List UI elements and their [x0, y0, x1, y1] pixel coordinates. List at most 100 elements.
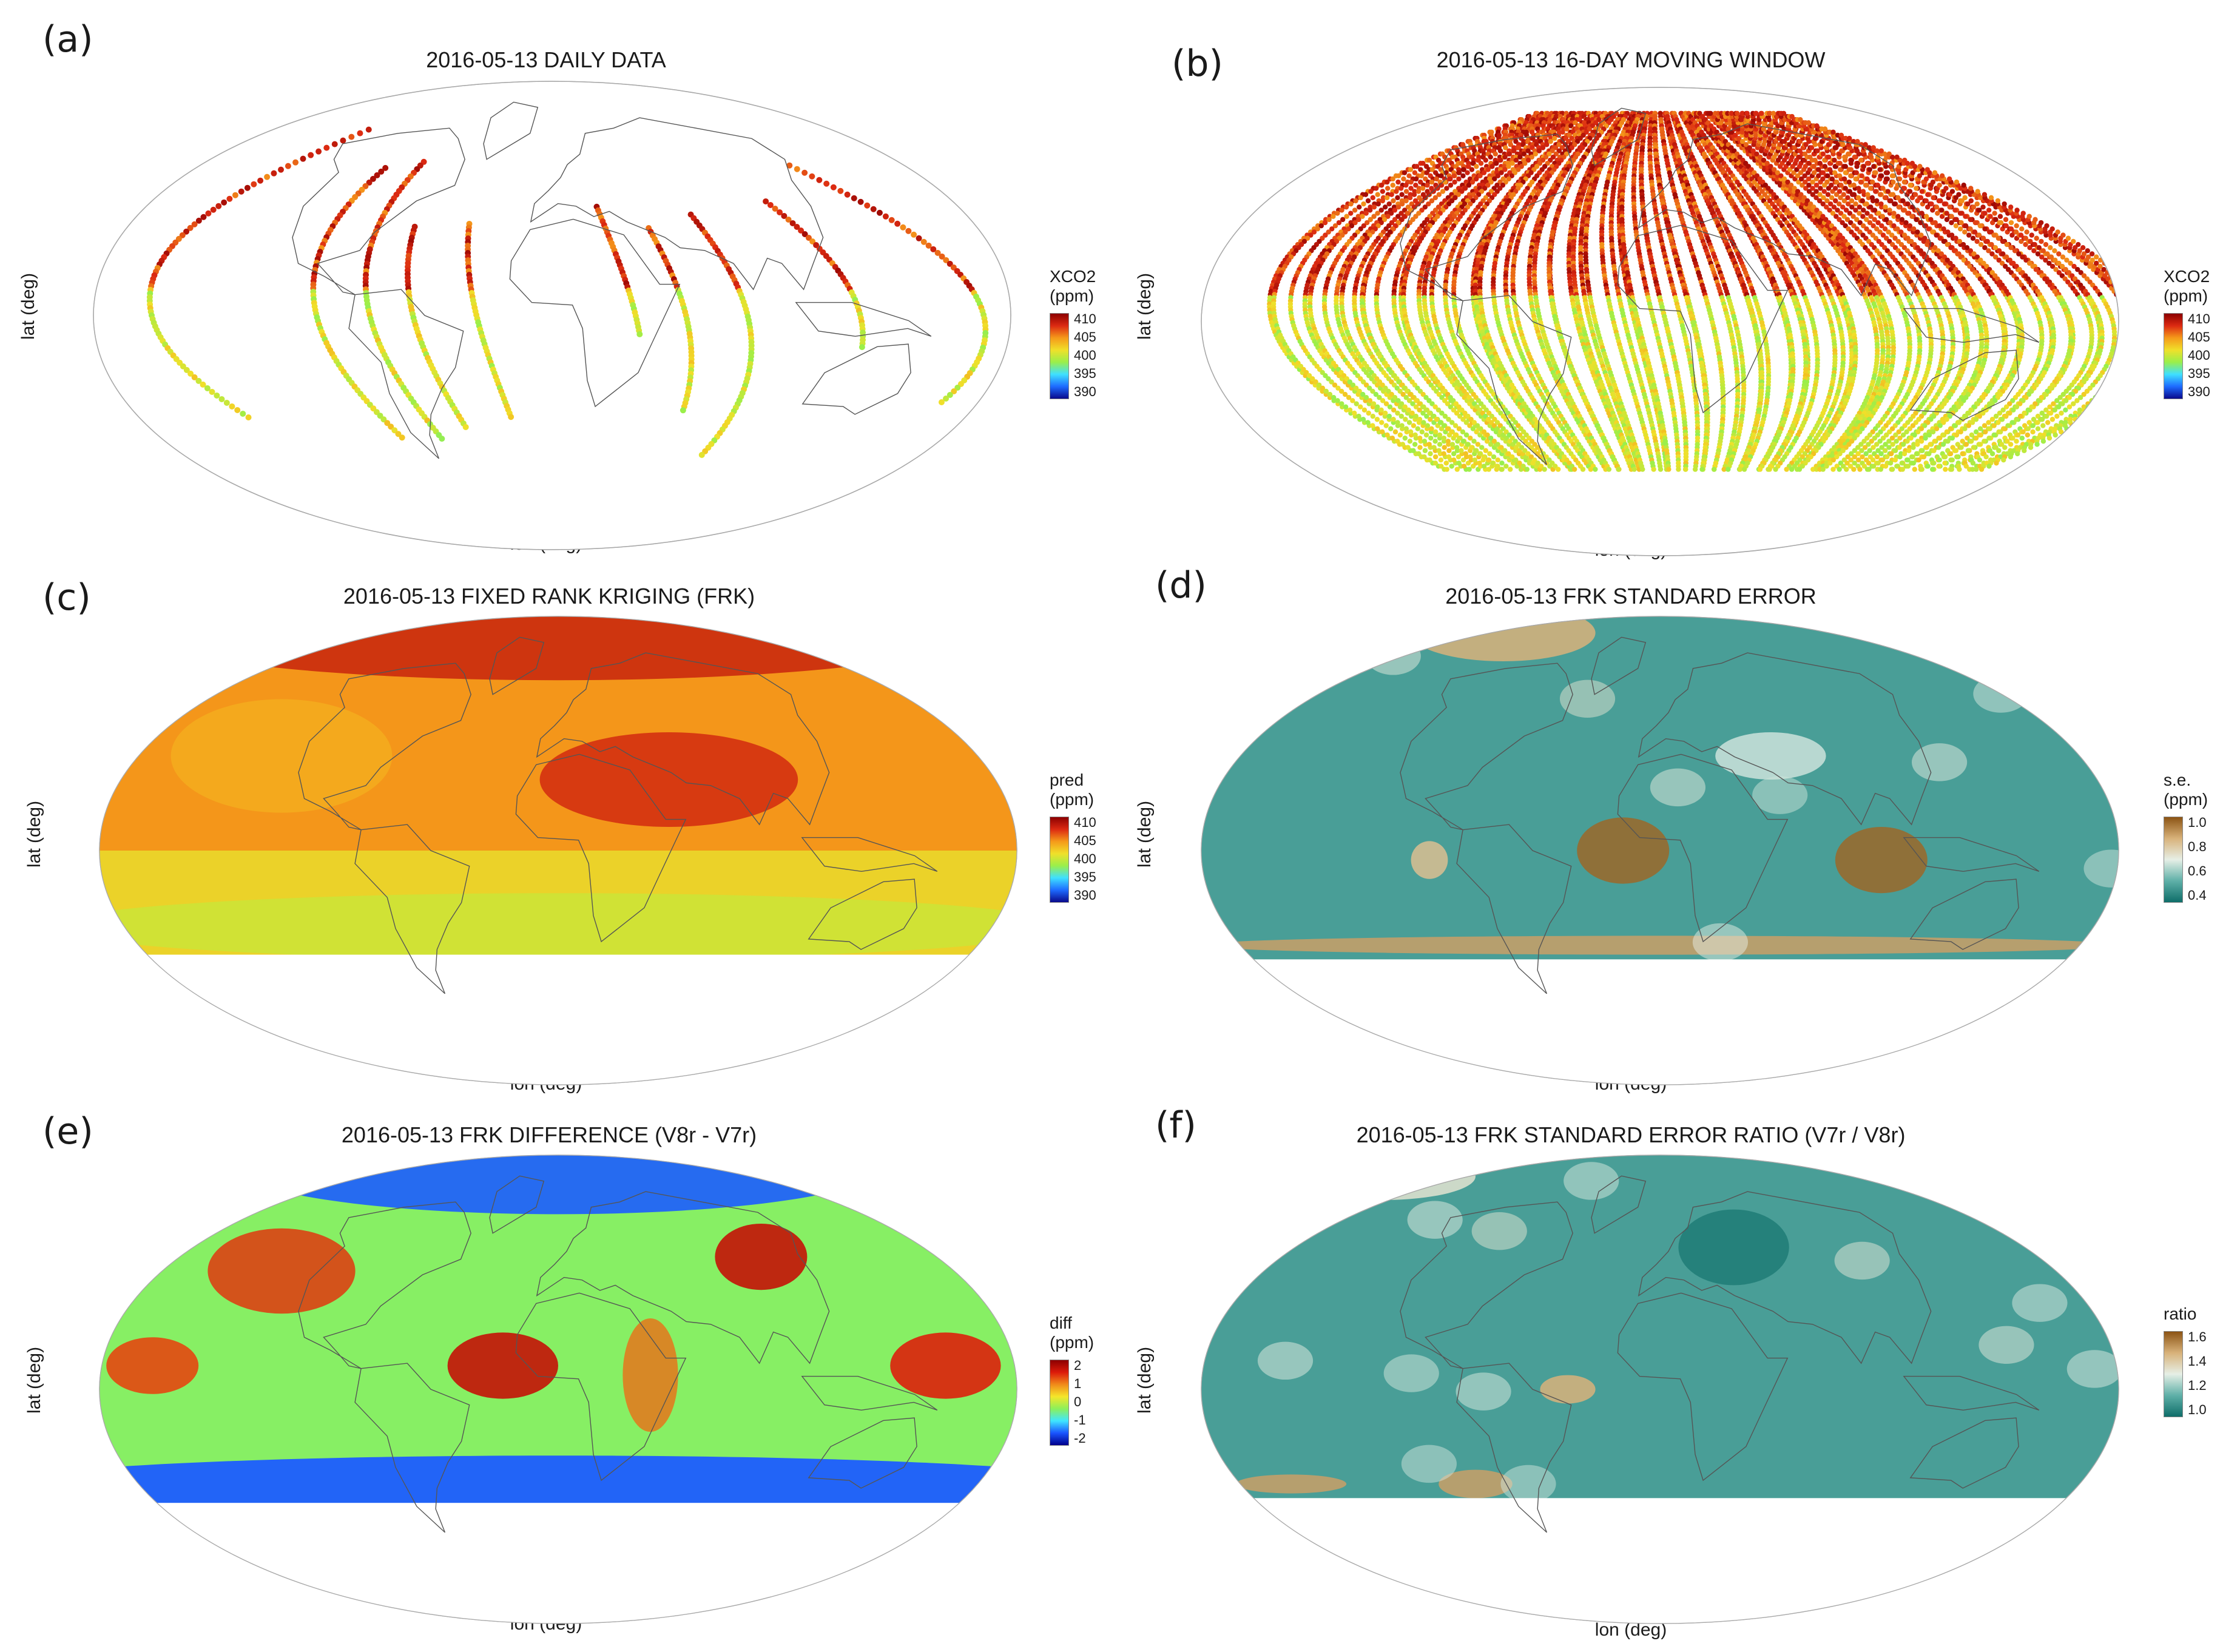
sounding-point — [1410, 401, 1415, 406]
sounding-point — [205, 210, 212, 217]
sounding-point — [1389, 435, 1395, 441]
sounding-point — [1347, 407, 1353, 413]
sounding-point — [1461, 464, 1467, 469]
sounding-point — [331, 141, 338, 147]
sounding-point — [200, 214, 207, 220]
sounding-point — [245, 414, 252, 420]
sounding-point — [1360, 214, 1365, 219]
sounding-point — [1397, 432, 1403, 438]
sounding-point — [1381, 217, 1388, 223]
legend-title: XCO2 (ppm) — [1050, 267, 1116, 306]
sounding-point — [1398, 413, 1405, 419]
sounding-point — [1434, 176, 1439, 182]
sounding-point — [1403, 417, 1408, 422]
sounding-point — [1552, 135, 1557, 141]
sounding-point — [1460, 439, 1466, 444]
sounding-point — [801, 169, 808, 176]
sounding-point — [786, 162, 793, 169]
sounding-point — [357, 130, 363, 137]
sounding-point — [1311, 229, 1317, 235]
sounding-point — [1306, 373, 1312, 379]
sounding-point — [870, 206, 877, 212]
sounding-point — [1387, 404, 1393, 410]
sounding-point — [1398, 186, 1404, 191]
sounding-point — [1449, 464, 1454, 469]
sounding-point — [240, 410, 246, 417]
sounding-point — [1420, 161, 1426, 166]
sounding-point — [1395, 173, 1402, 179]
sounding-point — [1373, 186, 1379, 191]
sounding-point — [1469, 445, 1474, 450]
legend-title-line: XCO2 — [1050, 267, 1096, 286]
sounding-point — [1412, 442, 1418, 447]
sounding-point — [680, 407, 686, 414]
sounding-point — [1403, 426, 1409, 431]
sounding-point — [1651, 467, 1656, 472]
sounding-point — [1379, 420, 1385, 425]
sounding-point — [816, 177, 823, 183]
sounding-point — [1489, 164, 1495, 169]
sounding-point — [1502, 154, 1508, 160]
sounding-point — [1413, 413, 1419, 419]
sounding-point — [951, 388, 957, 394]
sounding-point — [1407, 439, 1413, 444]
sounding-point — [894, 220, 901, 227]
sounding-point — [805, 234, 812, 241]
sounding-point — [1343, 404, 1349, 410]
sounding-point — [221, 199, 228, 206]
sounding-point — [1380, 189, 1386, 194]
sounding-point — [1352, 220, 1358, 226]
sounding-point — [1401, 176, 1406, 182]
sounding-point — [930, 246, 937, 252]
sounding-point — [382, 164, 389, 171]
sounding-point — [1326, 229, 1331, 235]
sounding-point — [1448, 183, 1454, 188]
coastlines — [292, 101, 932, 459]
world-map-daily — [93, 81, 1011, 550]
sounding-point — [1465, 170, 1470, 175]
sounding-point — [1368, 217, 1373, 223]
sounding-point — [1304, 235, 1311, 241]
sounding-point — [1542, 467, 1547, 472]
sounding-point — [1378, 183, 1385, 188]
sounding-point — [1335, 385, 1341, 391]
sounding-point — [1371, 214, 1377, 219]
sounding-point — [1363, 395, 1369, 400]
sounding-point — [1389, 192, 1394, 197]
sounding-point — [1481, 454, 1487, 460]
sounding-point — [1392, 217, 1398, 223]
y-axis-label: lat (deg) — [18, 272, 38, 340]
sounding-point — [1339, 401, 1344, 406]
sounding-point — [215, 203, 222, 209]
sounding-point — [1438, 457, 1444, 463]
sounding-point — [1498, 157, 1503, 163]
sounding-point — [209, 388, 215, 395]
sounding-point — [1483, 448, 1488, 453]
sounding-point — [1386, 388, 1391, 394]
sounding-point — [1478, 161, 1484, 166]
sounding-point — [1375, 201, 1381, 207]
sounding-point — [864, 202, 871, 209]
sounding-point — [1508, 467, 1513, 472]
sounding-point — [1380, 198, 1386, 204]
sounding-point — [1497, 148, 1503, 153]
sounding-point — [1378, 207, 1384, 213]
sounding-point — [1313, 379, 1318, 385]
sounding-point — [395, 431, 402, 437]
sounding-point — [1460, 457, 1466, 463]
sounding-point — [938, 399, 945, 406]
sounding-point — [1422, 454, 1427, 460]
sounding-point — [1322, 220, 1328, 226]
sounding-point — [1368, 189, 1374, 194]
sounding-point — [223, 399, 230, 406]
sounding-point — [1323, 388, 1329, 394]
sounding-point — [1435, 164, 1441, 169]
sounding-point — [809, 173, 815, 180]
sounding-point — [1361, 201, 1366, 207]
sounding-point — [1499, 467, 1504, 472]
sounding-point — [1491, 454, 1497, 460]
sounding-point — [1363, 192, 1369, 197]
sounding-point — [1416, 451, 1422, 457]
sounding-point — [1418, 179, 1423, 185]
sounding-point — [1403, 189, 1409, 194]
